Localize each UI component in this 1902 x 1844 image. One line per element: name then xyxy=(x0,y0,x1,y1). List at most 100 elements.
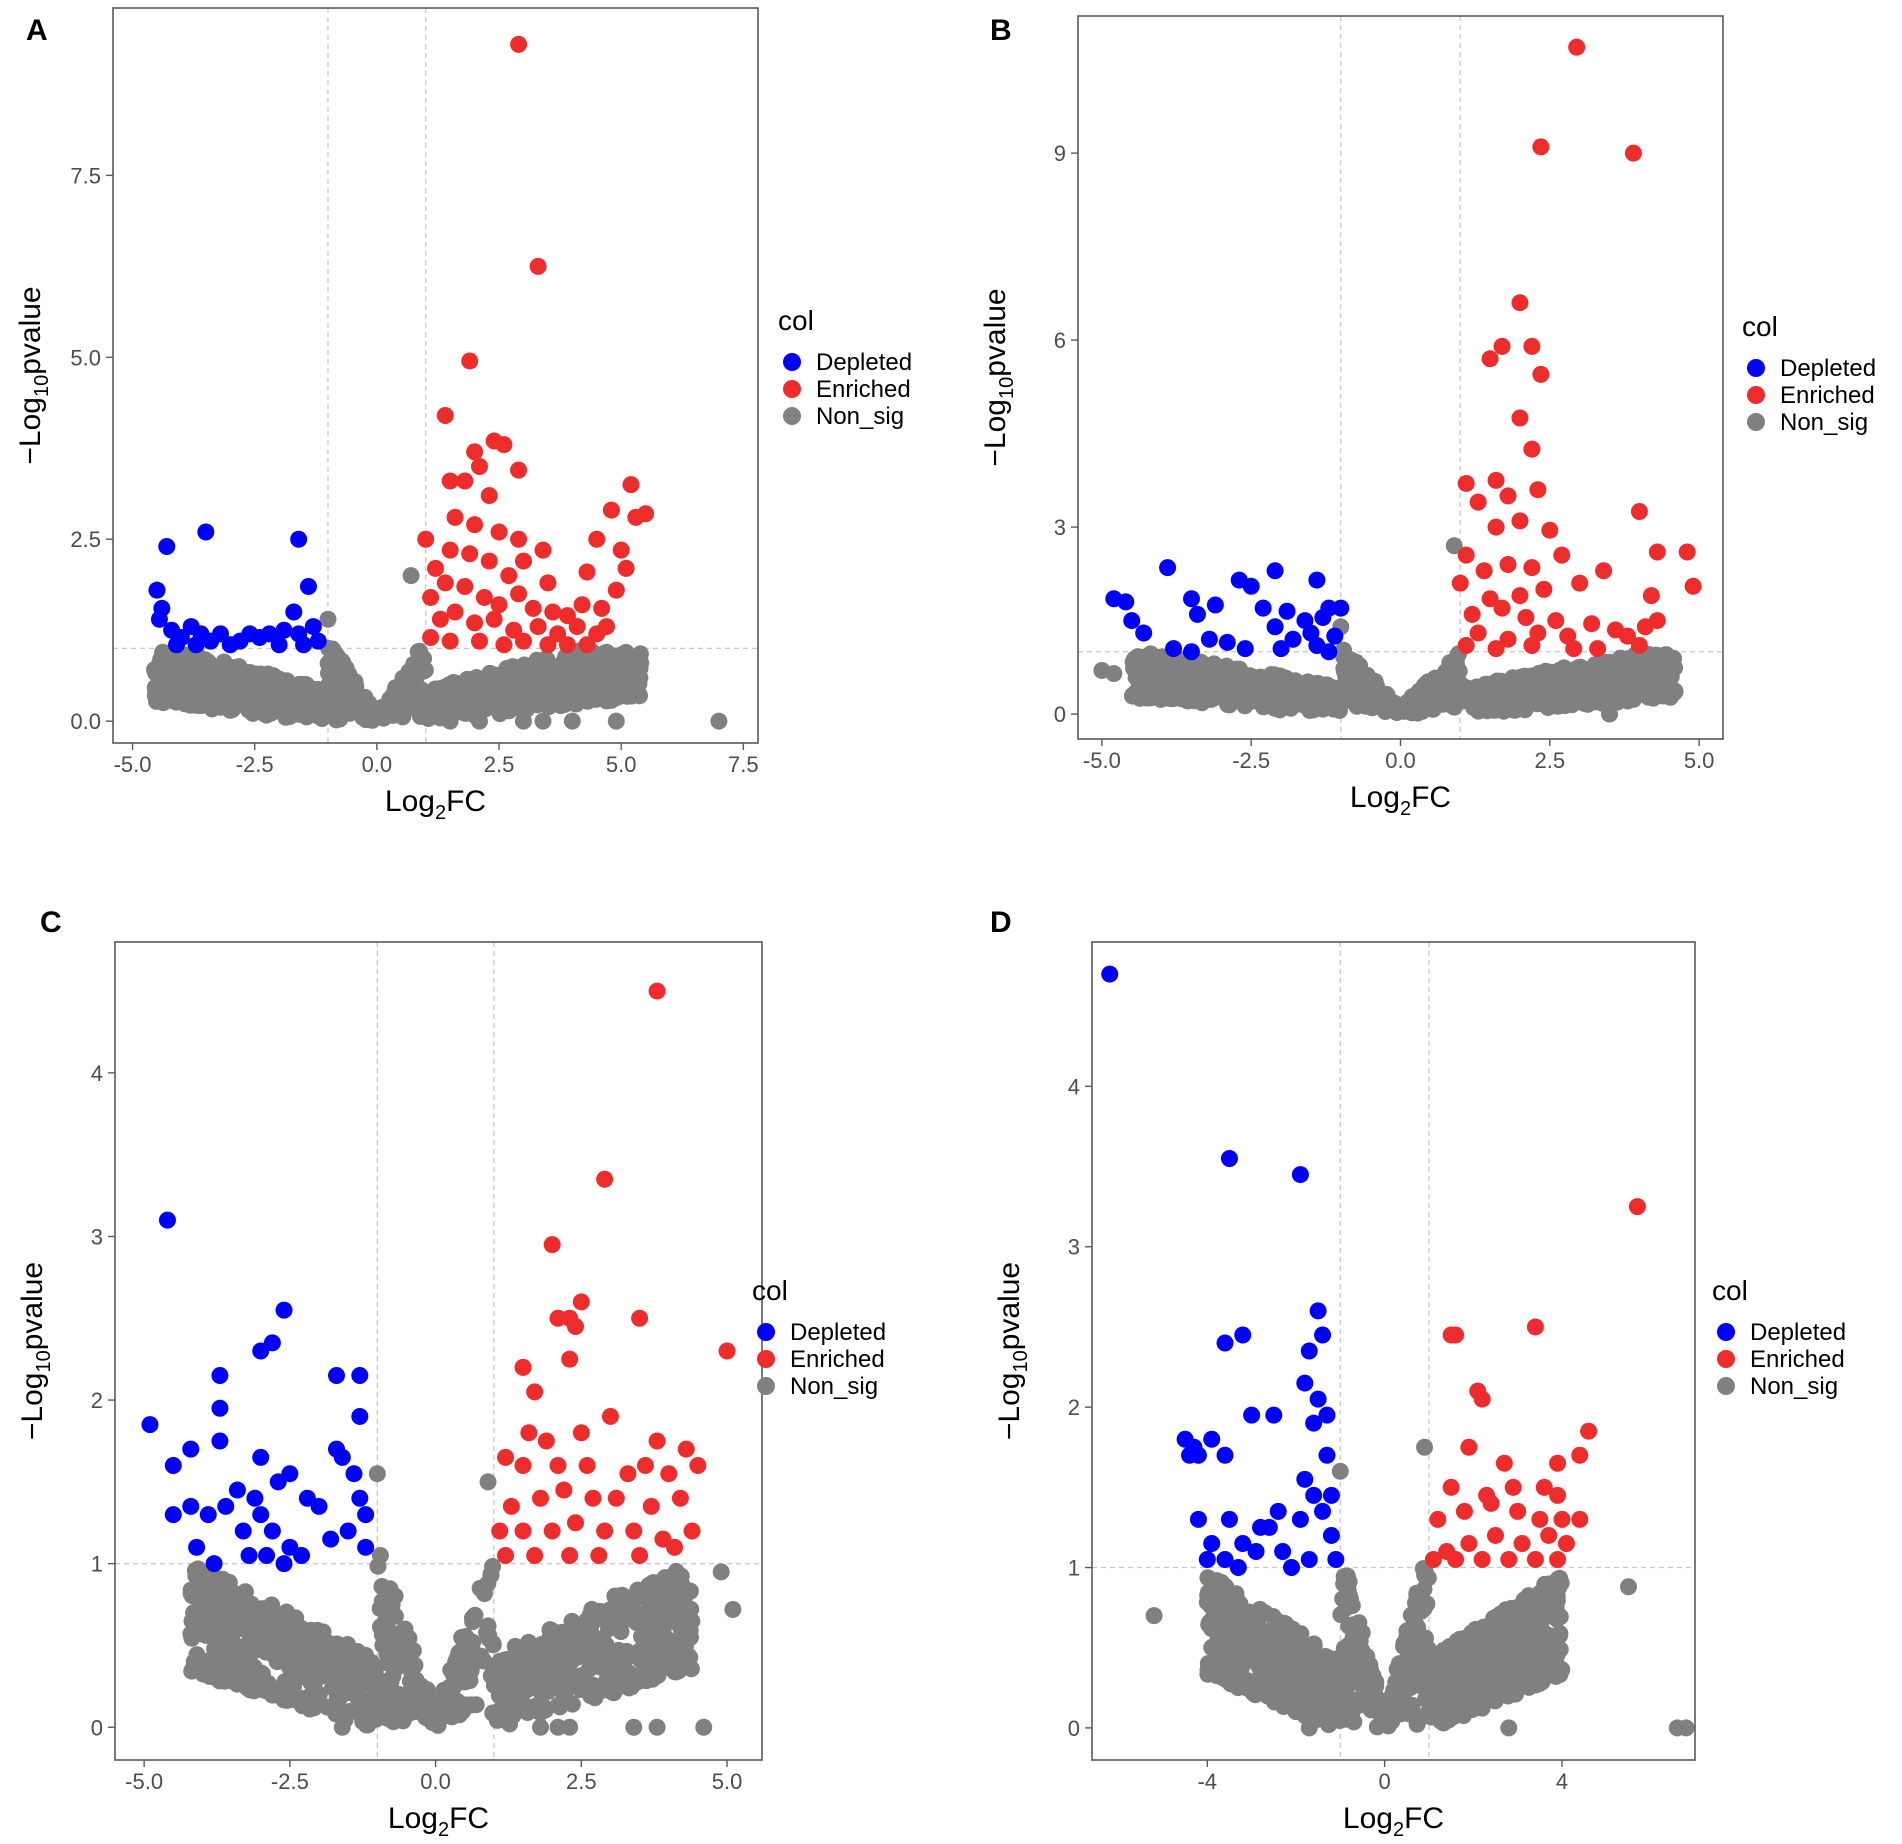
point-enriched xyxy=(490,596,508,614)
point-enriched xyxy=(648,1432,666,1450)
point-depleted xyxy=(1318,1446,1336,1464)
point-enriched xyxy=(1568,38,1586,56)
point-enriched xyxy=(671,1489,689,1507)
point-depleted xyxy=(1332,599,1350,617)
point-non-sig xyxy=(182,1585,200,1603)
point-non-sig xyxy=(501,678,519,696)
point-depleted xyxy=(188,1538,206,1556)
point-non-sig xyxy=(710,712,728,730)
point-non-sig xyxy=(1335,641,1353,659)
point-non-sig xyxy=(1343,1694,1361,1712)
point-non-sig xyxy=(552,1638,570,1656)
point-enriched xyxy=(526,1547,544,1564)
point-depleted xyxy=(252,1506,270,1524)
legend-title: col xyxy=(752,1275,788,1306)
point-enriched xyxy=(607,1489,625,1507)
legend-marker-enriched xyxy=(1747,386,1765,404)
point-non-sig xyxy=(1199,1661,1217,1679)
point-depleted xyxy=(148,581,166,599)
point-enriched xyxy=(666,1538,684,1556)
point-enriched xyxy=(1535,1478,1553,1496)
point-non-sig xyxy=(1413,1629,1431,1647)
y-tick-label: 0 xyxy=(1054,702,1066,727)
point-depleted xyxy=(1189,1446,1207,1464)
point-depleted xyxy=(327,1367,345,1385)
point-depleted xyxy=(1305,1486,1323,1504)
point-enriched xyxy=(1473,1390,1491,1408)
point-depleted xyxy=(1309,1390,1327,1408)
y-axis-title: −Log10pvalue xyxy=(14,286,53,464)
point-depleted xyxy=(299,578,317,596)
point-depleted xyxy=(187,636,205,654)
point-non-sig xyxy=(484,1557,502,1575)
point-non-sig xyxy=(211,1672,229,1690)
point-enriched xyxy=(524,599,542,617)
point-non-sig xyxy=(255,1626,273,1644)
point-enriched xyxy=(441,632,459,650)
point-non-sig xyxy=(580,661,598,679)
y-tick-label: 1 xyxy=(91,1552,103,1577)
point-depleted xyxy=(309,632,327,650)
point-non-sig xyxy=(163,672,181,690)
x-tick-label: 0.0 xyxy=(362,752,393,777)
point-enriched xyxy=(1493,599,1511,617)
point-enriched xyxy=(573,596,591,614)
point-depleted xyxy=(339,1522,357,1540)
point-enriched xyxy=(1624,144,1642,162)
point-non-sig xyxy=(1459,1677,1477,1695)
point-non-sig xyxy=(1533,1629,1551,1647)
plot-area xyxy=(1078,16,1723,739)
point-enriched xyxy=(1549,1486,1567,1504)
point-non-sig xyxy=(582,1687,600,1705)
point-non-sig xyxy=(313,709,331,727)
point-non-sig xyxy=(192,1564,210,1582)
legend-marker-enriched xyxy=(1717,1350,1735,1368)
point-non-sig xyxy=(1292,1660,1310,1678)
point-enriched xyxy=(526,1383,544,1401)
point-non-sig xyxy=(1486,699,1504,717)
x-tick-label: 5.0 xyxy=(606,752,637,777)
point-enriched xyxy=(677,1440,695,1458)
point-enriched xyxy=(427,559,444,577)
point-enriched xyxy=(1531,1510,1549,1528)
point-enriched xyxy=(495,636,513,654)
point-non-sig xyxy=(648,1718,666,1736)
point-non-sig xyxy=(549,1718,567,1736)
point-enriched xyxy=(1648,612,1666,630)
point-non-sig xyxy=(1661,688,1679,706)
point-enriched xyxy=(436,574,454,592)
point-non-sig xyxy=(611,660,629,678)
point-non-sig xyxy=(177,676,195,694)
point-depleted xyxy=(1326,627,1344,645)
point-enriched xyxy=(1487,518,1505,536)
point-non-sig xyxy=(263,1645,281,1663)
point-depleted xyxy=(293,1547,311,1564)
point-non-sig xyxy=(1336,1710,1354,1728)
point-non-sig xyxy=(534,712,552,730)
point-non-sig xyxy=(1535,668,1553,686)
point-depleted xyxy=(1234,1326,1252,1344)
point-non-sig xyxy=(212,664,230,682)
point-enriched xyxy=(590,1547,608,1564)
point-enriched xyxy=(1487,471,1505,489)
point-non-sig xyxy=(642,1600,660,1618)
point-non-sig xyxy=(1418,1705,1436,1723)
point-non-sig xyxy=(319,610,337,628)
point-non-sig xyxy=(1229,1679,1247,1697)
point-non-sig xyxy=(1339,1637,1357,1655)
y-tick-label: 3 xyxy=(1054,515,1066,540)
point-enriched xyxy=(1499,487,1517,505)
point-enriched xyxy=(1523,337,1541,355)
point-depleted xyxy=(1203,1430,1221,1448)
point-non-sig xyxy=(1344,1674,1362,1692)
point-enriched xyxy=(1523,440,1541,458)
point-enriched xyxy=(485,610,503,628)
point-non-sig xyxy=(424,1714,442,1732)
point-depleted xyxy=(295,636,313,654)
point-non-sig xyxy=(302,1655,320,1673)
point-non-sig xyxy=(411,642,429,660)
point-enriched xyxy=(456,578,474,596)
point-non-sig xyxy=(386,1587,404,1605)
point-enriched xyxy=(532,1489,550,1507)
point-depleted xyxy=(322,1530,340,1548)
